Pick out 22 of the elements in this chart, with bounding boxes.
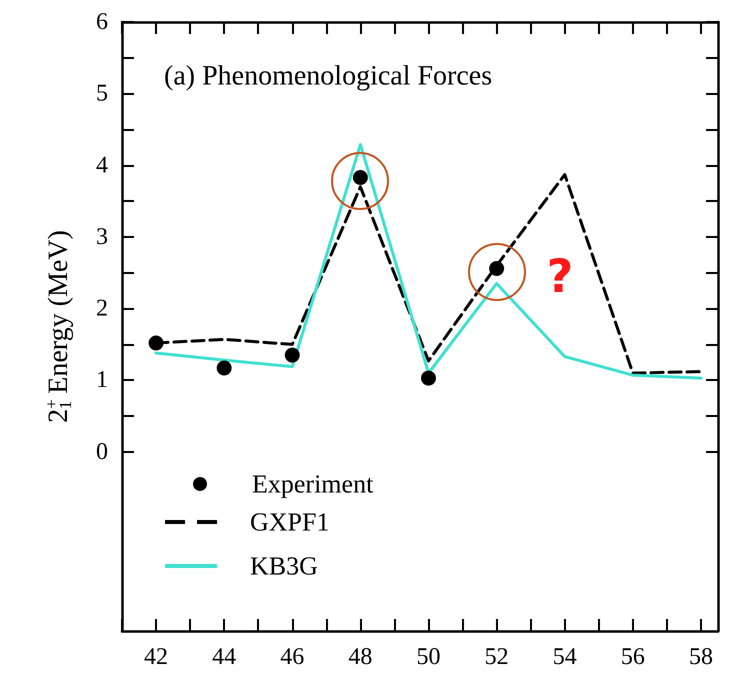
x-tick-label: 56	[620, 644, 645, 670]
x-tick-label: 42	[144, 644, 168, 670]
x-tick-label: 58	[688, 644, 713, 670]
y-tick-label: 6	[96, 9, 108, 35]
x-tick-label: 54	[552, 644, 577, 670]
y-tick-label: 4	[96, 152, 108, 178]
y-tick-label: 2	[96, 296, 108, 322]
y-axis-title: 2+1 Energy (MeV)	[42, 230, 75, 423]
x-tick-label: 48	[348, 644, 372, 670]
text: (a) Phenomenological Forces	[164, 60, 492, 92]
y-tick-label: 0	[96, 438, 108, 465]
x-tick-label: 52	[484, 644, 509, 670]
y-tick-label: 5	[96, 80, 108, 107]
x-tick-label: 44	[212, 644, 236, 670]
annotation: ?	[546, 249, 574, 303]
x-tick-label: 46	[280, 644, 304, 670]
legend-label: GXPF1	[250, 508, 330, 536]
x-tick-label: 50	[416, 644, 441, 670]
legend-label: KB3G	[250, 552, 318, 580]
y-tick-label: 1	[96, 367, 108, 394]
y-tick-label: 3	[96, 224, 108, 250]
legend-label: Experiment	[252, 470, 374, 498]
